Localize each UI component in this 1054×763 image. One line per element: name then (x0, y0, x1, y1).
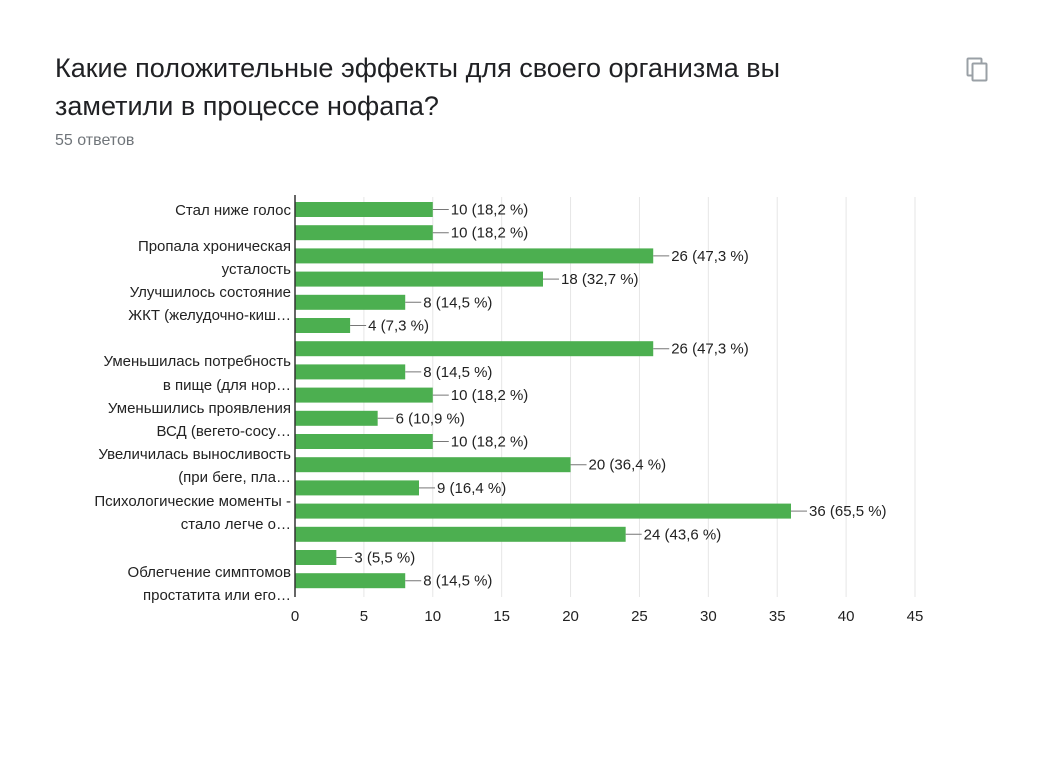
category-label: Стал ниже голос (175, 202, 291, 219)
category-label: стало легче о… (181, 516, 291, 533)
bar (295, 364, 406, 380)
category-label: (при беге, пла… (178, 469, 291, 486)
data-label: 26 (47,3 %) (671, 341, 749, 358)
data-label: 8 (14,5 %) (423, 573, 492, 590)
bar (295, 294, 406, 310)
data-label: 20 (36,4 %) (589, 457, 667, 474)
x-tick-label: 30 (700, 608, 717, 625)
bar (295, 434, 433, 449)
data-label: 10 (18,2 %) (451, 434, 529, 451)
bar (295, 202, 433, 217)
bar (295, 225, 433, 241)
bar (295, 480, 419, 496)
bar (295, 503, 791, 519)
x-tick-label: 45 (907, 608, 924, 625)
data-label: 8 (14,5 %) (423, 364, 492, 381)
category-label: усталость (222, 261, 292, 278)
x-tick-label: 5 (360, 608, 368, 625)
question-title: Какие положительные эффекты для своего о… (55, 53, 781, 121)
data-label: 6 (10,9 %) (396, 410, 465, 427)
x-tick-label: 10 (424, 608, 441, 625)
x-tick-label: 25 (631, 608, 648, 625)
x-tick-label: 40 (838, 608, 855, 625)
category-label: простатита или его… (143, 587, 291, 604)
data-label: 10 (18,2 %) (451, 387, 529, 404)
data-label: 10 (18,2 %) (451, 225, 529, 242)
category-label: Уменьшилась потребность (103, 353, 291, 370)
bar (295, 271, 543, 287)
data-label: 10 (18,2 %) (451, 202, 529, 219)
x-tick-label: 35 (769, 608, 786, 625)
response-count: 55 ответов (55, 132, 135, 149)
data-label: 9 (16,4 %) (437, 480, 506, 497)
copy-icon (966, 57, 988, 82)
bar (295, 410, 378, 426)
data-label: 18 (32,7 %) (561, 271, 639, 288)
data-label: 3 (5,5 %) (354, 550, 415, 567)
data-label: 8 (14,5 %) (423, 294, 492, 311)
data-label: 4 (7,3 %) (368, 318, 429, 335)
data-label: 26 (47,3 %) (671, 248, 749, 265)
bar (295, 526, 626, 542)
bar (295, 387, 433, 403)
data-label: 24 (43,6 %) (644, 526, 722, 543)
bar (295, 550, 337, 565)
category-label: Уменьшились проявления (108, 400, 291, 417)
data-label: 36 (65,5 %) (809, 503, 887, 520)
category-label: ВСД (вегето-сосу… (156, 423, 291, 440)
category-label: ЖКТ (желудочно-киш… (128, 307, 291, 324)
category-label: Облегчение симптомов (128, 564, 291, 581)
bar (295, 248, 654, 264)
category-label: Увеличилась выносливость (98, 446, 291, 463)
bar (295, 341, 654, 357)
category-label: Пропала хроническая (138, 238, 291, 255)
bar (295, 573, 406, 589)
x-tick-label: 15 (493, 608, 510, 625)
copy-chart-button[interactable] (962, 54, 994, 86)
category-label: в пище (для нор… (163, 377, 291, 394)
x-tick-label: 20 (562, 608, 579, 625)
category-label: Психологические моменты - (94, 493, 291, 510)
bar (295, 318, 351, 333)
x-tick-label: 0 (291, 608, 299, 625)
category-label: Улучшилось состояние (130, 284, 291, 301)
bar (295, 457, 571, 473)
